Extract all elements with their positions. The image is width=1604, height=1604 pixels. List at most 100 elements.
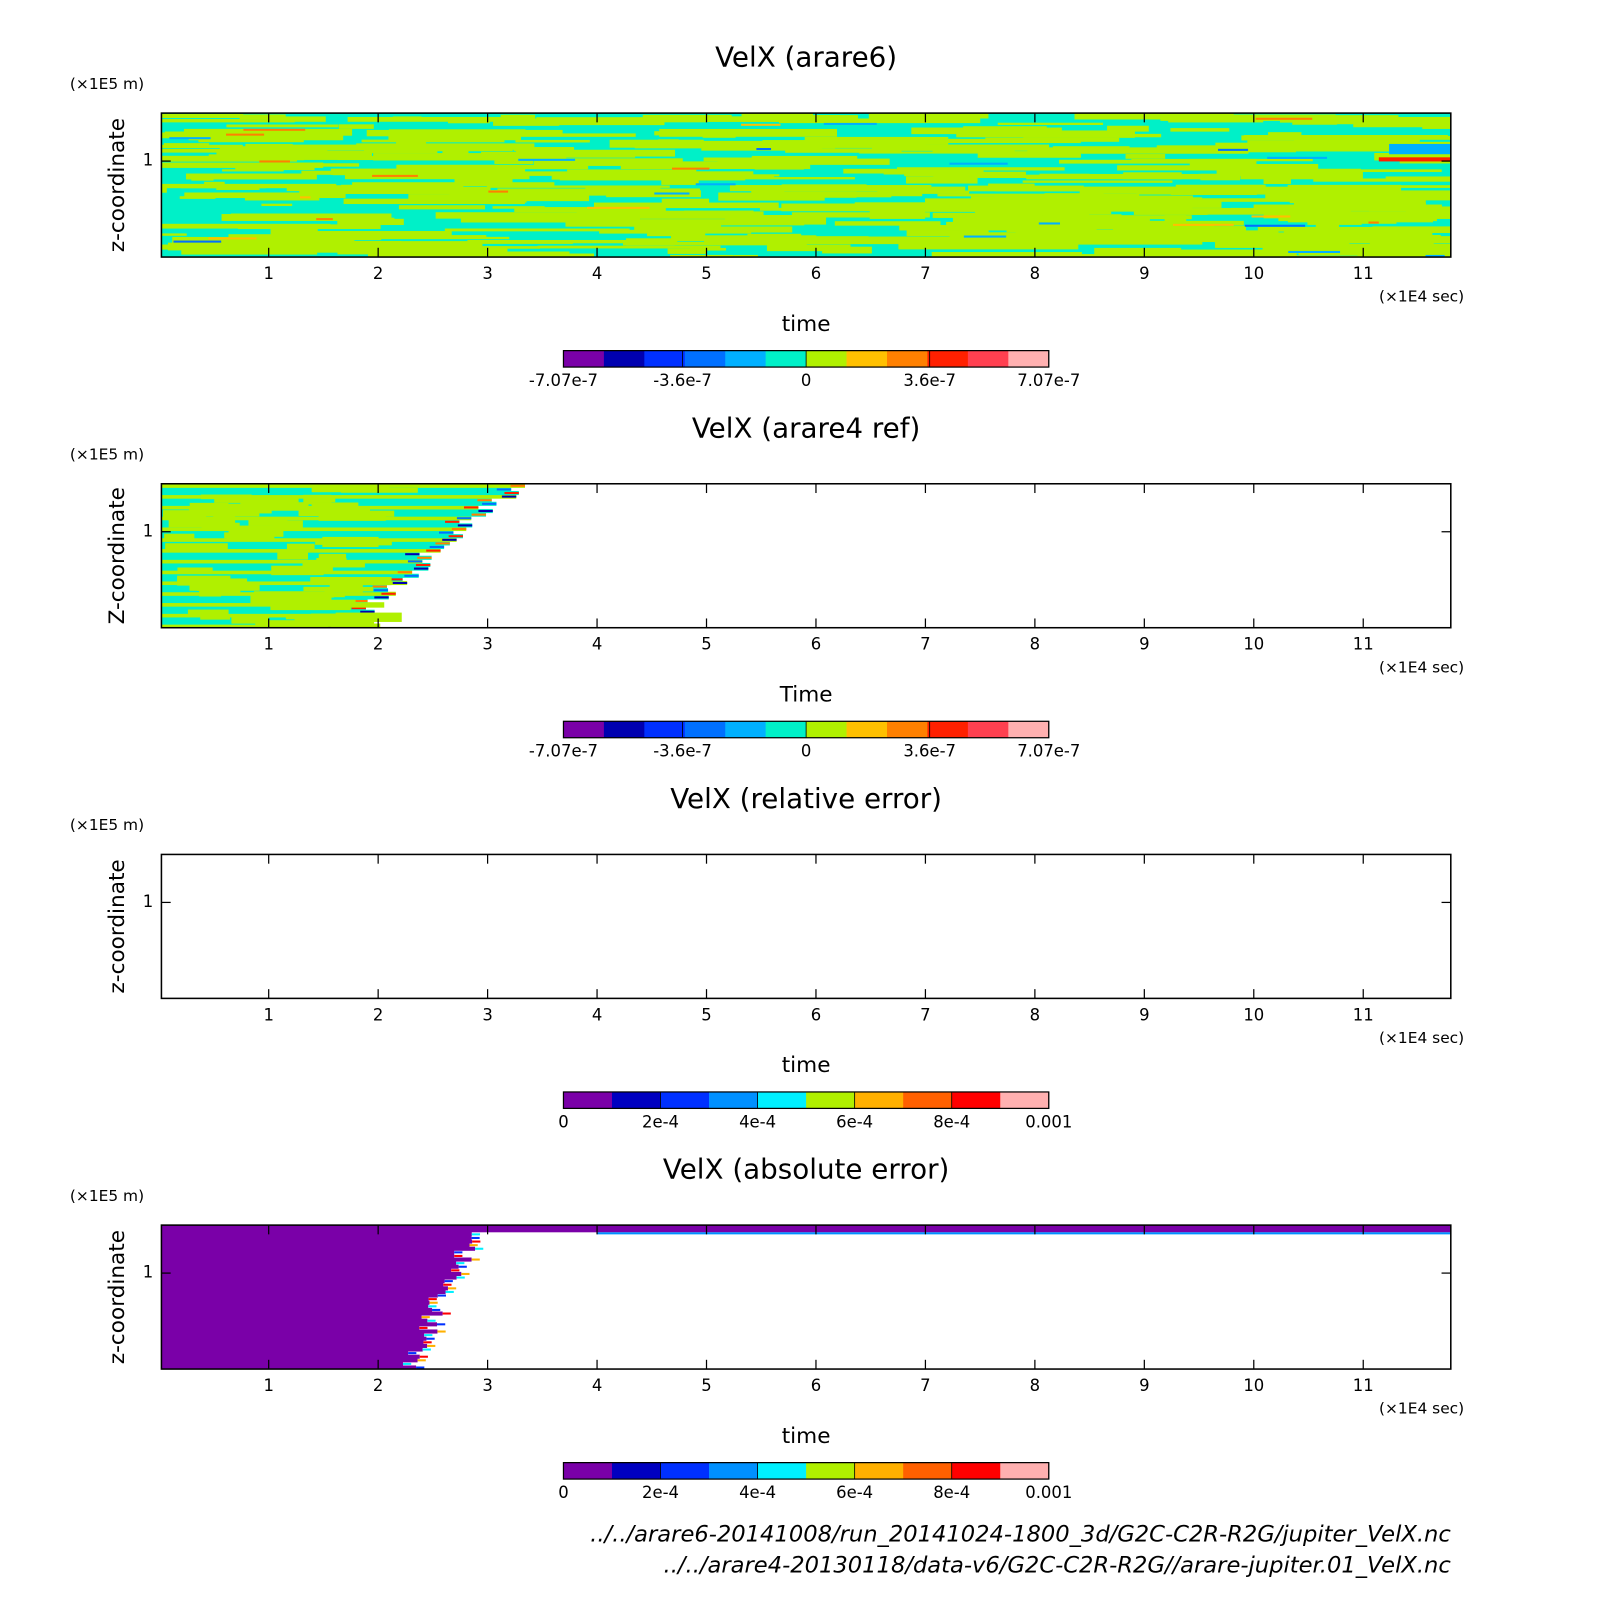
field-streak — [626, 238, 675, 246]
field-streak — [871, 144, 1050, 151]
field-streak — [1315, 223, 1340, 231]
field-streak — [977, 202, 1094, 207]
colorbar-swatch — [903, 1091, 953, 1109]
colorbar-swatch — [967, 721, 1009, 738]
field-row — [161, 1304, 429, 1309]
field-edge — [442, 538, 457, 541]
field-streak — [1267, 156, 1328, 159]
field-streak — [337, 218, 404, 226]
field-streak — [868, 113, 989, 119]
field-streak — [240, 150, 438, 154]
field-streak — [1299, 230, 1403, 234]
field-streak — [822, 246, 872, 254]
field-streak — [1368, 221, 1379, 224]
field-streak — [654, 192, 690, 195]
field-streak — [1313, 178, 1451, 182]
x-tick-label: 11 — [1353, 635, 1374, 654]
field-row — [161, 1343, 428, 1348]
field-streak — [253, 591, 334, 598]
x-tick-label: 9 — [1139, 1005, 1149, 1024]
field-streak — [892, 147, 1014, 151]
colorbar-tick-label: 6e-4 — [836, 1112, 873, 1131]
field-streak — [310, 613, 390, 621]
field-streak — [444, 228, 630, 232]
field-row — [161, 523, 473, 528]
field-edge — [456, 517, 472, 520]
field-streak — [548, 188, 598, 196]
field-edge — [496, 488, 512, 491]
field-streak — [1302, 190, 1451, 195]
colorbar-swatch — [806, 350, 847, 368]
field-streak — [1374, 152, 1451, 161]
field-streak — [671, 235, 817, 242]
field-streak — [213, 514, 236, 524]
y-unit: (×1E5 m) — [70, 445, 144, 463]
colorbar-swatch — [886, 721, 928, 738]
field-row — [161, 1311, 443, 1316]
field-streak — [314, 618, 375, 627]
x-tick-label: 5 — [701, 635, 711, 654]
x-tick-label: 1 — [263, 1376, 273, 1395]
field-streak — [963, 235, 1007, 238]
field-streak — [226, 124, 339, 128]
field-edge — [447, 1287, 457, 1290]
field-edge — [429, 1301, 438, 1304]
field-streak — [177, 567, 213, 573]
field-streak — [1293, 202, 1426, 206]
colorbar-swatch — [927, 350, 969, 368]
field-streak — [781, 203, 934, 212]
colorbar-tick-label: 3.6e-7 — [903, 742, 956, 761]
field-streak — [683, 210, 754, 217]
field-streak — [883, 169, 940, 175]
field-streak — [161, 183, 337, 189]
field-row — [161, 562, 431, 568]
field-row — [161, 1246, 476, 1251]
x-tick-label: 4 — [592, 635, 602, 654]
colorbar-swatch — [660, 1462, 710, 1480]
field-streak — [1006, 229, 1165, 233]
field-row — [161, 1322, 438, 1327]
field-streak — [1359, 234, 1441, 242]
field-streak — [164, 533, 195, 539]
field-streak — [1039, 173, 1090, 178]
field-streak — [454, 178, 513, 186]
field-streak — [231, 614, 269, 624]
field-streak — [606, 190, 701, 198]
field-row — [161, 483, 525, 488]
field-streak — [372, 174, 418, 177]
field-streak — [161, 113, 244, 118]
colorbar-swatch — [951, 1462, 1001, 1480]
field-edge — [501, 495, 517, 498]
field-streak — [1241, 135, 1415, 141]
x-tick-label: 3 — [482, 1376, 492, 1395]
x-tick-label: 3 — [482, 1005, 492, 1024]
x-tick-label: 9 — [1139, 635, 1149, 654]
field-edge — [392, 581, 408, 585]
field-row — [161, 526, 467, 532]
field-streak — [911, 127, 1062, 135]
field-streak — [1263, 176, 1291, 184]
field-streak — [191, 175, 304, 178]
x-unit: (×1E4 sec) — [1379, 658, 1464, 676]
field-row — [161, 588, 389, 593]
field-streak — [1255, 117, 1313, 120]
field-row — [161, 1336, 427, 1341]
field-streak — [661, 178, 699, 185]
field-streak — [661, 198, 710, 207]
field-streak — [949, 162, 1008, 165]
field-edge — [437, 1294, 446, 1297]
field-edge — [445, 1290, 454, 1293]
field-streak — [902, 208, 984, 212]
field-streak — [398, 205, 486, 210]
field-streak — [623, 241, 807, 246]
field-streak — [235, 166, 315, 171]
x-tick-label: 6 — [811, 1005, 821, 1024]
field-streak — [408, 194, 590, 202]
field-streak — [704, 141, 748, 146]
field-row — [161, 1289, 446, 1294]
field-streak — [530, 152, 567, 160]
field-streak — [265, 144, 440, 151]
field-row — [161, 490, 519, 496]
field-streak — [1052, 254, 1145, 258]
field-streak — [250, 594, 293, 605]
